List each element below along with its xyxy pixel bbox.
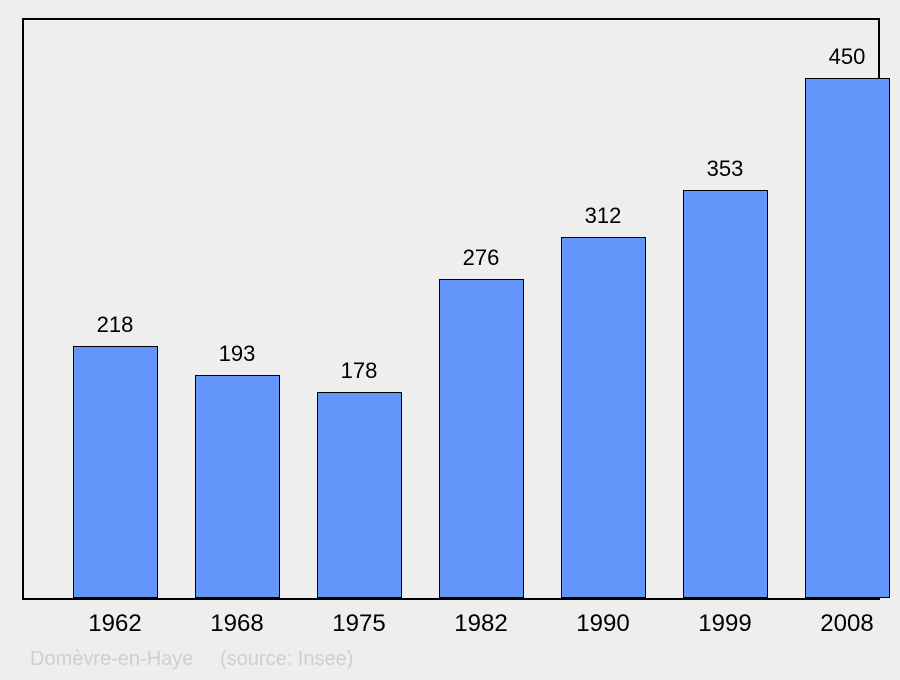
bar-value-label: 312 [585,203,622,229]
bar-value-label: 276 [463,245,500,271]
x-axis-label: 1990 [576,610,629,638]
x-axis-label: 1982 [454,610,507,638]
bar-value-label: 353 [707,156,744,182]
page: 218 193 178 276 312 353 450 1962 1968 1975 1982 19… [0,0,900,680]
bar-value-label: 218 [97,312,134,338]
bar-value-label: 178 [341,358,378,384]
x-axis-label: 1968 [210,610,263,638]
bar [195,375,280,598]
bar [561,237,646,598]
x-axis-label: 2008 [820,610,873,638]
x-axis-label: 1975 [332,610,385,638]
caption-source: (source: Insee) [220,648,353,671]
bar [683,190,768,598]
bar [73,346,158,598]
bar [317,392,402,598]
x-axis-label: 1999 [698,610,751,638]
bar-value-label: 450 [829,44,866,70]
bar [805,78,890,598]
caption-title: Domèvre-en-Haye [30,648,193,671]
bar [439,279,524,598]
bar-value-label: 193 [219,341,256,367]
x-axis-label: 1962 [88,610,141,638]
